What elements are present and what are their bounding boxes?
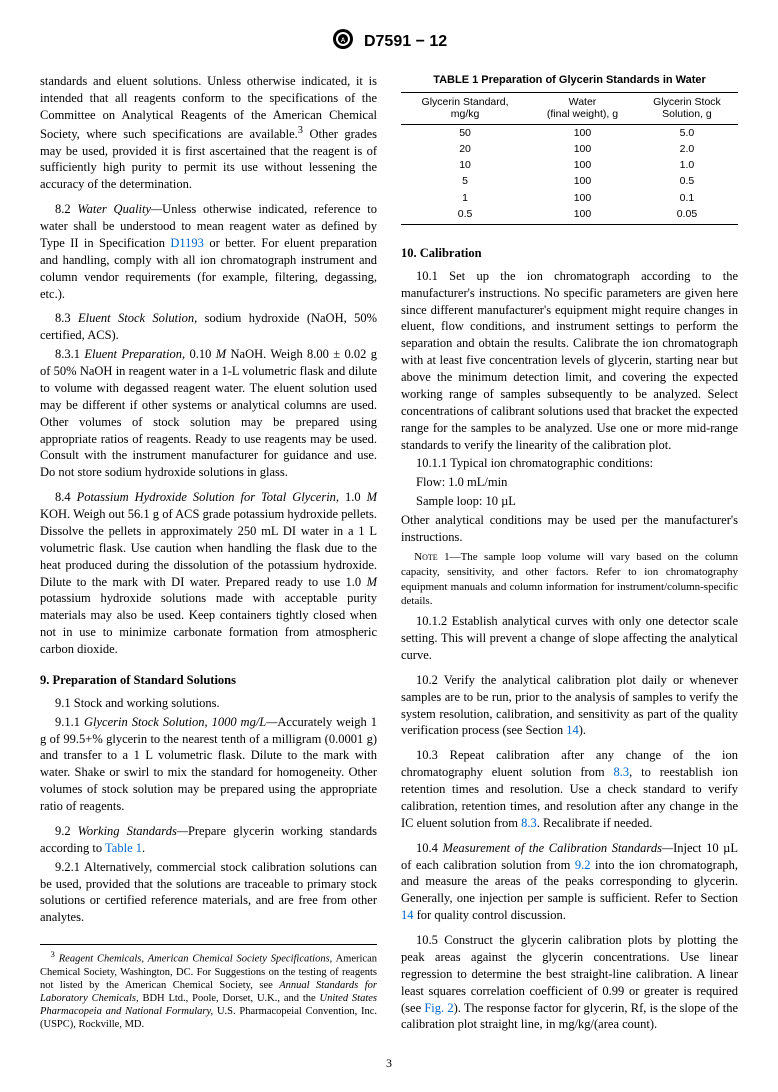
para-8-1-cont: standards and eluent solutions. Unless o… xyxy=(40,73,377,193)
para-8-4: 8.4 Potassium Hydroxide Solution for Tot… xyxy=(40,489,377,658)
link-d1193[interactable]: D1193 xyxy=(170,236,204,250)
link-fig-2[interactable]: Fig. 2 xyxy=(424,1001,453,1015)
para-10-2: 10.2 Verify the analytical calibration p… xyxy=(401,672,738,740)
footnote-3: 3 Reagent Chemicals, American Chemical S… xyxy=(40,944,377,1031)
para-9-2: 9.2 Working Standards—Prepare glycerin w… xyxy=(40,823,377,857)
para-10-1-1: 10.1.1 Typical ion chromatographic condi… xyxy=(401,455,738,472)
loop-line: Sample loop: 10 µL xyxy=(401,493,738,510)
link-table-1[interactable]: Table 1 xyxy=(105,841,142,855)
para-10-3: 10.3 Repeat calibration after any change… xyxy=(401,747,738,831)
table-row: 201002.0 xyxy=(401,141,738,157)
link-sec-14[interactable]: 14 xyxy=(566,723,579,737)
para-9-2-1: 9.2.1 Alternatively, commercial stock ca… xyxy=(40,859,377,927)
page-number: 3 xyxy=(40,1055,738,1071)
para-10-1: 10.1 Set up the ion chromatograph accord… xyxy=(401,268,738,454)
table-row: 51000.5 xyxy=(401,173,738,189)
svg-text:A: A xyxy=(341,38,346,44)
table-col-3: Glycerin Stock Solution, g xyxy=(636,92,738,124)
para-8-2: 8.2 Water Quality—Unless otherwise indic… xyxy=(40,201,377,302)
table-1: TABLE 1 Preparation of Glycerin Standard… xyxy=(401,73,738,225)
other-cond: Other analytical conditions may be used … xyxy=(401,512,738,546)
table-1-title: TABLE 1 Preparation of Glycerin Standard… xyxy=(401,73,738,88)
para-10-5: 10.5 Construct the glycerin calibration … xyxy=(401,932,738,1033)
table-row: 501005.0 xyxy=(401,124,738,141)
table-row: 11000.1 xyxy=(401,190,738,206)
para-10-4: 10.4 Measurement of the Calibration Stan… xyxy=(401,840,738,924)
link-sec-14-b[interactable]: 14 xyxy=(401,908,414,922)
section-10-heading: 10. Calibration xyxy=(401,245,738,262)
para-8-3-1: 8.3.1 Eluent Preparation, 0.10 M NaOH. W… xyxy=(40,346,377,481)
table-row: 101001.0 xyxy=(401,157,738,173)
astm-logo: A xyxy=(331,28,355,55)
table-col-1: Glycerin Standard, mg/kg xyxy=(401,92,529,124)
doc-number: D7591 − 12 xyxy=(364,31,447,53)
table-row: 0.51000.05 xyxy=(401,206,738,225)
para-9-1: 9.1 Stock and working solutions. xyxy=(40,695,377,712)
para-10-1-2: 10.1.2 Establish analytical curves with … xyxy=(401,613,738,664)
table-col-2: Water (final weight), g xyxy=(529,92,636,124)
link-9-2[interactable]: 9.2 xyxy=(575,858,591,872)
link-8-3-b[interactable]: 8.3 xyxy=(521,816,537,830)
link-8-3[interactable]: 8.3 xyxy=(614,765,630,779)
para-8-3: 8.3 Eluent Stock Solution, sodium hydrox… xyxy=(40,310,377,344)
page-header: A D7591 − 12 xyxy=(40,28,738,55)
section-9-heading: 9. Preparation of Standard Solutions xyxy=(40,672,377,689)
para-9-1-1: 9.1.1 Glycerin Stock Solution, 1000 mg/L… xyxy=(40,714,377,815)
note-1: Note 1—The sample loop volume will vary … xyxy=(401,550,738,609)
flow-line: Flow: 1.0 mL/min xyxy=(401,474,738,491)
